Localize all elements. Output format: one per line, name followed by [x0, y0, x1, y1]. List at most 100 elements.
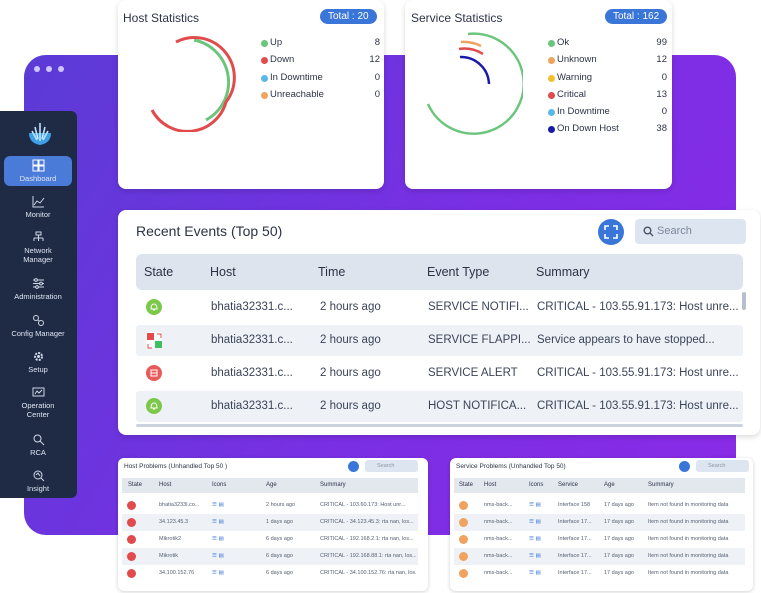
table-row[interactable]: 34.100.152.76 ☰ ▤ 6 days ago CRITICAL - 34.… — [122, 565, 418, 582]
host-legend: Up 8 Down 12 In Downtime 0 Unreachable 0 — [261, 37, 380, 106]
card-title: Service Statistics — [411, 11, 503, 25]
sidebar-item-monitor[interactable]: Monitor — [4, 195, 72, 219]
unknown-icon — [459, 501, 468, 510]
column-header[interactable]: State — [459, 482, 474, 488]
column-header[interactable]: Icons — [212, 482, 227, 488]
column-header[interactable]: Host — [210, 265, 236, 279]
problem-service: Interface 17... — [558, 553, 592, 559]
sidebar-item-operation-center[interactable]: Operation Center — [4, 386, 72, 419]
sidebar-item-setup[interactable]: Setup — [4, 350, 72, 374]
events-table-header: State Host Time Event Type Summary — [136, 254, 743, 290]
table-row[interactable]: Mikrotik ☰ ▤ 6 days ago CRITICAL - 192.168.… — [122, 548, 418, 565]
host-donut-chart — [150, 36, 236, 132]
problem-host: 34.123.45.3 — [159, 519, 189, 525]
sidebar-item-rca[interactable]: RCA — [4, 433, 72, 457]
total-badge: Total : 20 — [320, 9, 377, 24]
column-header[interactable]: Host — [484, 482, 497, 488]
events-scrollbar[interactable] — [742, 292, 746, 310]
legend-label: Warning — [557, 71, 593, 83]
column-header[interactable]: Summary — [320, 482, 346, 488]
legend-label: Ok — [557, 37, 570, 48]
table-row[interactable]: nms-back... ☰ ▤ Interface 17... 17 days ago… — [454, 565, 745, 582]
table-row[interactable]: Mikrotik2 ☰ ▤ 6 days ago CRITICAL - 192.168… — [122, 531, 418, 548]
column-header[interactable]: Event Type — [427, 265, 490, 279]
expand-button[interactable] — [348, 461, 359, 472]
column-header[interactable]: Age — [604, 482, 615, 488]
table-row[interactable]: nms-back... ☰ ▤ Interface 17... 17 days ago… — [454, 548, 745, 565]
list-icon[interactable]: ☰ ▤ — [212, 553, 224, 559]
problem-age: 2 hours ago — [266, 502, 296, 508]
sidebar-item-label: Setup — [28, 365, 48, 374]
legend-dot — [548, 126, 555, 134]
list-icon[interactable]: ☰ ▤ — [529, 536, 541, 542]
column-header[interactable]: Service — [558, 482, 579, 488]
recent-events-title: Recent Events (Top 50) — [136, 223, 283, 239]
column-header[interactable]: Age — [266, 482, 277, 488]
service-arc-ok — [426, 32, 523, 135]
legend-label: On Down Host — [557, 123, 619, 135]
list-icon[interactable]: ☰ ▤ — [529, 502, 541, 508]
list-icon[interactable]: ☰ ▤ — [212, 502, 224, 508]
list-icon[interactable]: ☰ ▤ — [529, 519, 541, 525]
table-row[interactable]: nms-back... ☰ ▤ Interface 158 17 days ago It… — [454, 497, 745, 514]
event-summary: CRITICAL - 103.55.91.173: Host unre... — [537, 400, 739, 412]
legend-value: 8 — [374, 37, 380, 48]
search-input[interactable]: Search — [365, 460, 418, 472]
expand-icon — [604, 225, 618, 239]
operation-icon — [32, 387, 44, 397]
problem-summary: CRITICAL - 34.100.152.76: rta nan, los..… — [320, 570, 416, 576]
expand-button[interactable] — [598, 219, 624, 245]
service-arc-on-down-host — [459, 55, 491, 85]
column-header[interactable]: Icons — [529, 482, 544, 488]
problem-host: nms-back... — [484, 519, 513, 525]
expand-button[interactable] — [679, 461, 690, 472]
events-search-input[interactable]: Search — [635, 219, 746, 244]
legend-value: 0 — [661, 106, 667, 118]
event-time: 2 hours ago — [320, 367, 381, 379]
bell-icon — [146, 299, 162, 315]
table-row[interactable]: bhatia32331.c... 2 hours ago SERVICE FLA… — [136, 325, 743, 356]
problem-summary: Item not found in monitoring data — [648, 570, 729, 576]
table-row[interactable]: nms-back... ☰ ▤ Interface 17... 17 days ago… — [454, 531, 745, 548]
column-header[interactable]: Summary — [648, 482, 674, 488]
table-row[interactable]: bhatia32331.c... 2 hours ago SERVICE ALE… — [136, 358, 743, 389]
unknown-icon — [459, 552, 468, 561]
table-row[interactable]: bhatia3233l.co... ☰ ▤ 2 hours ago CRITICAL … — [122, 497, 418, 514]
legend-item: Up 8 — [261, 37, 380, 54]
column-header[interactable]: State — [144, 265, 174, 279]
legend-value: 13 — [656, 88, 667, 100]
problem-summary: CRITICAL - 103.60.173: Host unr... — [320, 502, 406, 508]
list-icon[interactable]: ☰ ▤ — [212, 570, 224, 576]
column-header[interactable]: Time — [318, 265, 346, 279]
problem-age: 6 days ago — [266, 570, 293, 576]
list-icon[interactable]: ☰ ▤ — [212, 536, 224, 542]
sidebar-item-administration[interactable]: Administration — [4, 277, 72, 301]
problem-summary: CRITICAL - 192.168.88.1: rta nan, los... — [320, 553, 416, 559]
list-icon[interactable]: ☰ ▤ — [529, 570, 541, 576]
search-input[interactable]: Search — [696, 460, 749, 472]
problem-age: 1 days ago — [266, 519, 293, 525]
problem-age: 17 days ago — [604, 536, 634, 542]
problem-host: 34.100.152.76 — [159, 570, 195, 576]
table-row[interactable]: bhatia32331.c... 2 hours ago SERVICE NOT… — [136, 292, 743, 323]
legend-label: In Downtime — [557, 106, 610, 118]
host-problems-header: State Host Icons Age Summary — [122, 478, 418, 493]
sidebar-item-label: RCA — [30, 448, 46, 457]
column-header[interactable]: State — [128, 482, 143, 488]
sidebar-item-config-manager[interactable]: Config Manager — [4, 314, 72, 338]
list-icon[interactable]: ☰ ▤ — [212, 519, 224, 525]
list-icon[interactable]: ☰ ▤ — [529, 553, 541, 559]
monitor-icon — [32, 196, 44, 208]
sidebar-item-insight[interactable]: Insight — [4, 469, 72, 493]
card-title: Host Problems (Unhandled Top 50 ) — [124, 463, 228, 470]
sidebar-item-dashboard[interactable]: Dashboard — [4, 156, 72, 186]
service-statistics-card: Service Statistics Total : 162 Ok 99 Unkn… — [405, 0, 672, 189]
table-row[interactable]: nms-back... ☰ ▤ Interface 17... 17 days ago… — [454, 514, 745, 531]
column-header[interactable]: Host — [159, 482, 172, 488]
problem-age: 17 days ago — [604, 502, 634, 508]
table-row[interactable]: 34.123.45.3 ☰ ▤ 1 days ago CRITICAL - 34.12… — [122, 514, 418, 531]
sidebar-item-network-manager[interactable]: Network Manager — [4, 231, 72, 264]
horizontal-scrollbar[interactable] — [136, 424, 743, 427]
table-row[interactable]: bhatia32331.c... 2 hours ago HOST NOTIFI… — [136, 391, 743, 422]
column-header[interactable]: Summary — [536, 265, 590, 279]
